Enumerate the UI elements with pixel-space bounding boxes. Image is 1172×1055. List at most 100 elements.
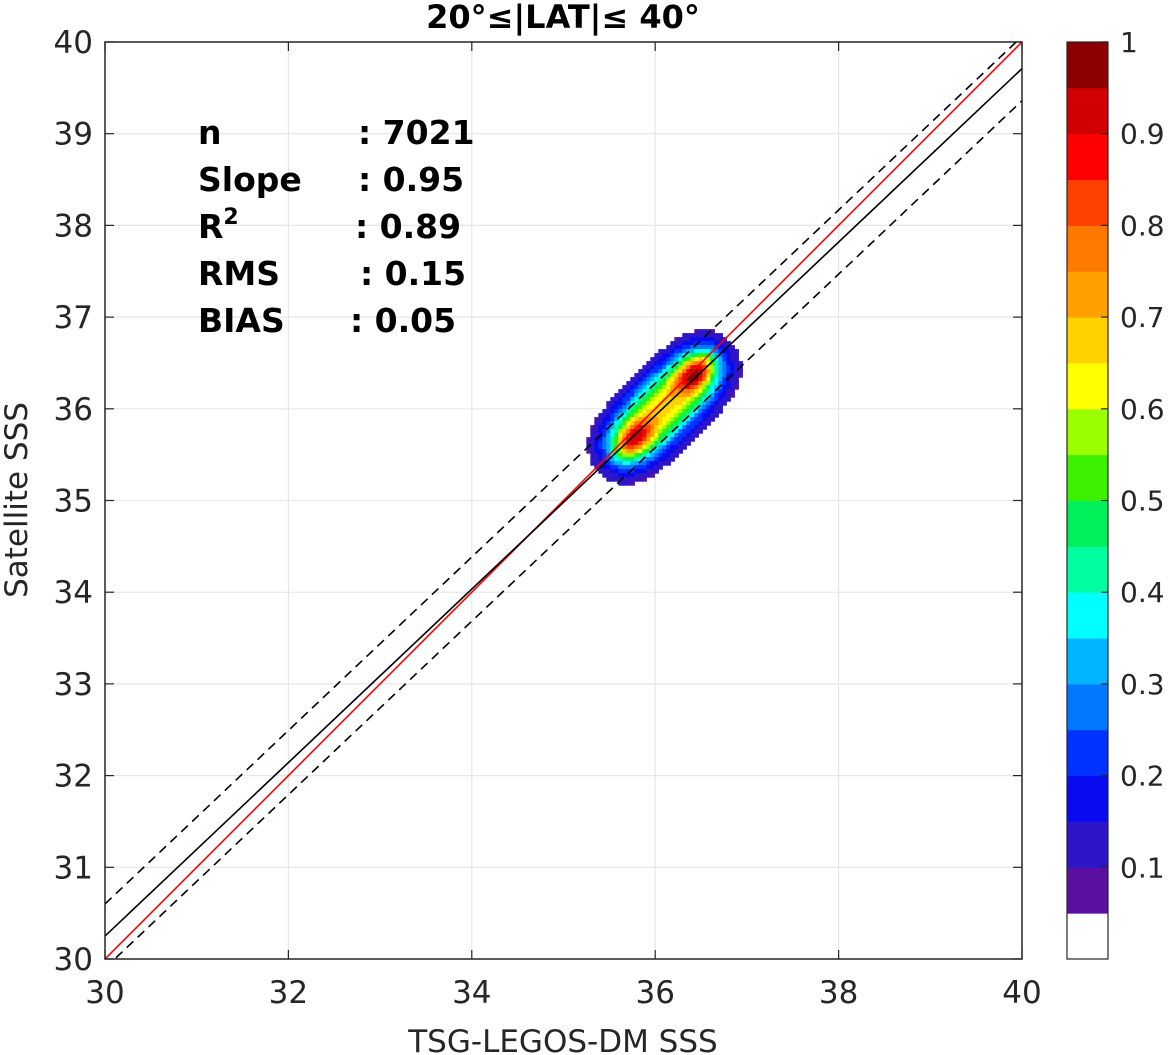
- density-cell: [666, 425, 671, 430]
- density-cell: [650, 373, 655, 378]
- density-cell: [706, 345, 711, 350]
- density-cell: [654, 425, 659, 430]
- density-cell: [654, 433, 659, 438]
- density-cell: [642, 425, 647, 430]
- density-cell: [714, 341, 719, 346]
- density-cell: [730, 381, 735, 386]
- density-cell: [598, 417, 603, 422]
- density-cell: [666, 373, 671, 378]
- density-cell: [650, 437, 655, 442]
- density-cell: [606, 473, 611, 478]
- density-cell: [710, 365, 715, 370]
- density-cell: [626, 405, 631, 410]
- density-cell: [658, 445, 663, 450]
- density-cell: [730, 389, 735, 394]
- colorbar-tick-label: 0.8: [1120, 209, 1165, 242]
- density-cell: [690, 349, 695, 354]
- y-tick-label: 35: [54, 484, 93, 520]
- density-cell: [698, 353, 703, 358]
- density-cell: [642, 405, 647, 410]
- density-cell: [714, 353, 719, 358]
- density-cell: [626, 397, 631, 402]
- density-cell: [606, 445, 611, 450]
- density-cell: [698, 373, 703, 378]
- density-cell: [638, 441, 643, 446]
- density-cell: [710, 333, 715, 338]
- density-cell: [626, 409, 631, 414]
- density-cell: [706, 409, 711, 414]
- density-cell: [694, 361, 699, 366]
- density-cell: [702, 421, 707, 426]
- density-cell: [658, 457, 663, 462]
- stat-label: n: [198, 113, 222, 152]
- density-cell: [662, 457, 667, 462]
- density-cell: [638, 429, 643, 434]
- density-cell: [686, 433, 691, 438]
- density-cell: [602, 473, 607, 478]
- density-cell: [718, 381, 723, 386]
- density-cell: [662, 453, 667, 458]
- density-cell: [614, 433, 619, 438]
- density-cell: [602, 437, 607, 442]
- density-cell: [598, 449, 603, 454]
- density-cell: [666, 381, 671, 386]
- density-cell: [630, 453, 635, 458]
- density-cell: [594, 457, 599, 462]
- density-cell: [714, 333, 719, 338]
- density-cell: [650, 429, 655, 434]
- density-cell: [626, 401, 631, 406]
- density-cell: [678, 445, 683, 450]
- density-cell: [690, 389, 695, 394]
- density-cell: [698, 425, 703, 430]
- density-cell: [662, 377, 667, 382]
- density-cell: [654, 457, 659, 462]
- density-cell: [642, 385, 647, 390]
- density-cell: [670, 353, 675, 358]
- density-cell: [626, 461, 631, 466]
- density-cell: [610, 401, 615, 406]
- density-cell: [662, 449, 667, 454]
- colorbar-segment: [1067, 362, 1108, 410]
- density-cell: [602, 433, 607, 438]
- density-cell: [626, 389, 631, 394]
- density-cell: [642, 453, 647, 458]
- density-cell: [690, 345, 695, 350]
- density-cell: [610, 429, 615, 434]
- density-cell: [630, 449, 635, 454]
- density-cell: [658, 361, 663, 366]
- density-cell: [634, 401, 639, 406]
- colorbar-segment: [1067, 913, 1108, 960]
- density-cell: [654, 357, 659, 362]
- density-cell: [714, 365, 719, 370]
- density-cell: [686, 341, 691, 346]
- y-tick-label: 40: [54, 25, 93, 61]
- density-cell: [658, 421, 663, 426]
- density-cell: [678, 357, 683, 362]
- density-cell: [718, 373, 723, 378]
- density-cell: [650, 441, 655, 446]
- density-cell: [698, 357, 703, 362]
- density-cell: [674, 369, 679, 374]
- density-cell: [674, 341, 679, 346]
- density-cell: [586, 437, 591, 442]
- density-cell: [710, 345, 715, 350]
- density-cell: [638, 437, 643, 442]
- density-cell: [598, 421, 603, 426]
- density-cell: [606, 437, 611, 442]
- density-cell: [662, 389, 667, 394]
- density-cell: [738, 373, 743, 378]
- density-cell: [726, 341, 731, 346]
- density-cell: [642, 365, 647, 370]
- density-cell: [622, 413, 627, 418]
- density-cell: [698, 405, 703, 410]
- density-cell: [626, 473, 631, 478]
- density-cell: [694, 357, 699, 362]
- density-cell: [730, 365, 735, 370]
- density-cell: [606, 461, 611, 466]
- density-cell: [650, 397, 655, 402]
- density-cell: [622, 473, 627, 478]
- density-cell: [618, 417, 623, 422]
- density-cell: [674, 377, 679, 382]
- density-cell: [634, 457, 639, 462]
- density-cell: [642, 429, 647, 434]
